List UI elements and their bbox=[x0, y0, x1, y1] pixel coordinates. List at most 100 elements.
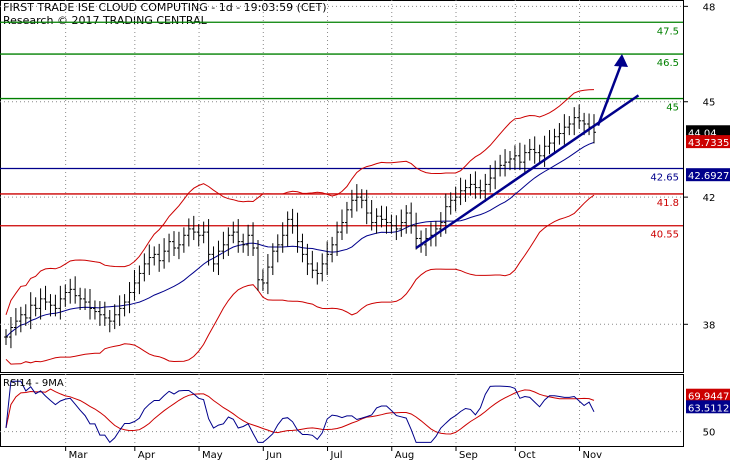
ohlc-bar bbox=[83, 288, 88, 310]
month-label: May bbox=[202, 450, 223, 460]
ohlc-bar bbox=[216, 240, 221, 276]
ohlc-bar bbox=[389, 214, 394, 234]
rsi-ma-tag-bg bbox=[686, 388, 730, 402]
ohlc-bar bbox=[552, 128, 557, 155]
ohlc-bar bbox=[305, 243, 310, 276]
ohlc-bar bbox=[147, 244, 152, 276]
price-tick-label: 48 bbox=[703, 2, 716, 13]
ohlc-bar bbox=[300, 233, 305, 263]
ohlc-bar bbox=[260, 269, 265, 291]
ohlc-bar bbox=[364, 189, 369, 225]
last-price-tag: 44.04 bbox=[688, 128, 717, 139]
rsi-line bbox=[5, 380, 595, 444]
ohlc-bar bbox=[285, 211, 290, 247]
ohlc-bar bbox=[122, 294, 127, 317]
ohlc-bar bbox=[162, 238, 167, 269]
rsi-panel-title: RSI14 - 9MA bbox=[3, 378, 64, 389]
ohlc-bar bbox=[473, 171, 478, 199]
ohlc-bar bbox=[157, 243, 162, 272]
ohlc-bar bbox=[8, 316, 13, 349]
copyright-text: Research © 2017 TRADING CENTRAL bbox=[3, 14, 207, 27]
ohlc-bar bbox=[78, 287, 83, 310]
ohlc-bar bbox=[508, 151, 512, 171]
ohlc-bar bbox=[4, 329, 8, 345]
month-label: Jul bbox=[330, 450, 343, 460]
price-tick-label: 38 bbox=[703, 320, 716, 331]
ohlc-bar bbox=[196, 224, 201, 247]
ohlc-bar bbox=[592, 114, 596, 144]
ohlc-bar bbox=[92, 300, 97, 320]
ohlc-bar bbox=[577, 104, 582, 129]
ohlc-bar bbox=[38, 288, 43, 320]
ohlc-bar bbox=[18, 306, 23, 333]
ohlc-bar bbox=[344, 201, 349, 234]
month-label: Aug bbox=[395, 450, 415, 460]
rsi-value-tag: 63.5112 bbox=[688, 403, 729, 414]
month-label: Jun bbox=[265, 450, 282, 460]
ohlc-bar bbox=[231, 221, 236, 244]
ohlc-bar bbox=[265, 254, 270, 295]
ohlc-bar bbox=[107, 310, 112, 333]
ohlc-bar bbox=[246, 224, 251, 256]
ohlc-bar bbox=[478, 179, 483, 199]
ohlc-bar bbox=[532, 136, 537, 164]
ohlc-bar bbox=[483, 173, 488, 202]
ohlc-bar bbox=[221, 231, 226, 260]
ohlc-bar bbox=[340, 209, 344, 241]
ohlc-bar bbox=[33, 297, 38, 317]
ohlc-bar bbox=[23, 304, 28, 326]
ohlc-bar bbox=[330, 236, 335, 263]
ohlc-bar bbox=[152, 246, 157, 266]
ohlc-bar bbox=[562, 114, 567, 145]
ohlc-bar bbox=[517, 142, 522, 171]
ohlc-bar bbox=[325, 241, 330, 276]
rsi-value-tag-bg bbox=[686, 400, 730, 414]
ohlc-bar bbox=[567, 116, 572, 136]
ohlc-bar bbox=[127, 282, 132, 314]
bollinger-lower bbox=[5, 194, 595, 365]
ohlc-bar bbox=[488, 165, 493, 193]
ohlc-bar bbox=[270, 243, 275, 276]
ohlc-bar bbox=[409, 202, 414, 234]
ohlc-bar bbox=[349, 189, 354, 218]
month-label: Apr bbox=[138, 450, 156, 460]
ohlc-bar bbox=[537, 144, 542, 164]
level-label: 42.65 bbox=[650, 173, 679, 184]
ohlc-bar bbox=[587, 113, 592, 136]
projection-arrow-line bbox=[596, 61, 624, 127]
ohlc-bar bbox=[448, 192, 453, 215]
ohlc-bar bbox=[137, 265, 142, 295]
ohlc-bar bbox=[374, 208, 379, 234]
rsi-ma-tag: 69.9447 bbox=[688, 392, 729, 403]
month-label: Nov bbox=[583, 450, 603, 460]
ohlc-bar bbox=[28, 292, 33, 330]
price-panel-frame bbox=[0, 0, 684, 373]
ohlc-bar bbox=[88, 289, 92, 320]
ohlc-bar bbox=[280, 222, 285, 253]
ohlc-bar bbox=[48, 294, 53, 317]
moving-average-line bbox=[5, 141, 595, 338]
ohlc-bar bbox=[58, 285, 63, 320]
ohlc-bar bbox=[112, 304, 117, 330]
ohlc-bar bbox=[335, 221, 340, 256]
ohlc-bar bbox=[68, 278, 73, 304]
ohlc-bar bbox=[142, 253, 147, 282]
ohlc-bar bbox=[295, 212, 300, 253]
ohlc-bar bbox=[181, 227, 186, 253]
chart-title: FIRST TRADE ISE CLOUD COMPUTING - 1d - 1… bbox=[3, 1, 327, 14]
price-tick-label: 45 bbox=[703, 98, 716, 109]
last-price-tag-bg bbox=[686, 125, 730, 139]
ohlc-bar bbox=[542, 135, 547, 167]
ohlc-bar bbox=[275, 234, 280, 263]
ohlc-bar bbox=[13, 308, 18, 336]
ohlc-bar bbox=[359, 189, 364, 209]
ohlc-bar bbox=[399, 209, 404, 237]
month-label: Sep bbox=[459, 450, 478, 460]
ohlc-bar bbox=[419, 230, 424, 253]
ohlc-bar bbox=[315, 262, 320, 285]
level-label: 47.5 bbox=[657, 26, 679, 37]
rsi-panel-frame bbox=[0, 374, 684, 447]
ohlc-bar bbox=[191, 215, 196, 241]
level-label: 41.8 bbox=[657, 198, 679, 209]
